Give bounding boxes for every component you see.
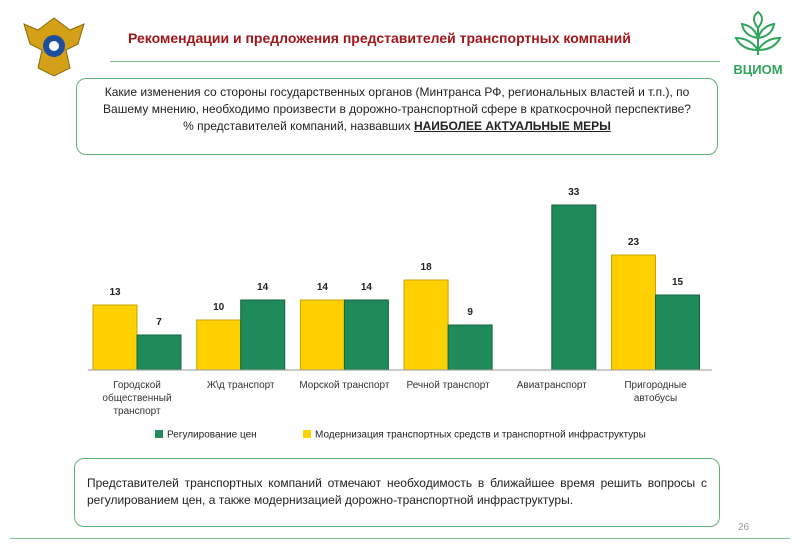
value-label: 18 — [421, 262, 433, 273]
bar — [240, 299, 286, 371]
value-label: 9 — [467, 307, 473, 318]
x-tick-label: Пригородные автобусы — [624, 380, 687, 404]
slide-title: Рекомендации и предложения представителе… — [128, 30, 631, 46]
legend-swatch — [155, 430, 163, 438]
x-tick-label: Ж\д транспорт — [206, 380, 275, 391]
value-label: 14 — [257, 282, 269, 293]
bar — [403, 279, 449, 371]
bar — [299, 299, 345, 371]
legend-swatch — [303, 430, 311, 438]
metric-line: % представителей компаний, назвавших НАИ… — [89, 118, 705, 135]
bar — [611, 254, 656, 371]
value-label: 14 — [361, 282, 373, 293]
metric-emphasis: НАИБОЛЕЕ АКТУАЛЬНЫЕ МЕРЫ — [413, 119, 611, 133]
legend-label: Модернизация транспортных средств и тран… — [315, 429, 646, 441]
x-tick-label: Речной транспорт — [406, 380, 490, 391]
conclusion-text: Представителей транспортных компаний отм… — [87, 476, 707, 507]
x-tick-label: Авиатранспорт — [516, 380, 587, 391]
logo-text: ВЦИОМ — [733, 62, 783, 77]
x-tick-label: Морской транспорт — [299, 380, 390, 391]
bar — [655, 294, 700, 371]
value-label: 14 — [317, 282, 329, 293]
bar — [343, 299, 389, 371]
question-box: Какие изменения со стороны государственн… — [76, 78, 718, 155]
bar — [447, 324, 493, 371]
bar — [136, 334, 182, 371]
value-label: 7 — [156, 317, 162, 328]
divider — [110, 61, 720, 62]
value-label: 23 — [628, 237, 640, 248]
page-number: 26 — [738, 522, 750, 533]
value-label: 10 — [213, 302, 225, 313]
metric-prefix: % представителей компаний, назвавших — [183, 119, 411, 133]
x-tick-label: Городской общественный транспорт — [102, 380, 172, 417]
question-text: Какие изменения со стороны государственн… — [103, 85, 691, 116]
value-label: 15 — [672, 277, 684, 288]
bar — [196, 319, 242, 371]
logo-mark — [734, 10, 782, 55]
bar — [551, 204, 597, 371]
value-label: 13 — [109, 287, 121, 298]
value-label: 33 — [568, 187, 580, 198]
bar — [92, 304, 138, 371]
conclusion-box: Представителей транспортных компаний отм… — [74, 458, 720, 527]
legend-label: Регулирование цен — [167, 430, 257, 441]
footer-line — [10, 538, 790, 539]
emblem — [23, 17, 85, 77]
